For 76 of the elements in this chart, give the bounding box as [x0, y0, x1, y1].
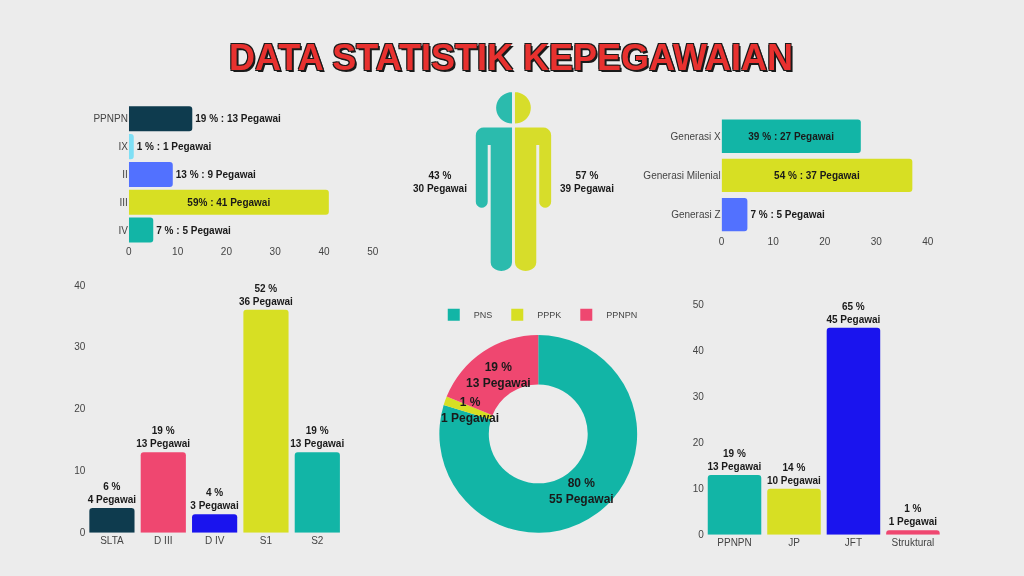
data-label: 13 % : 9 Pegawai: [175, 168, 257, 180]
x-tick-label: PPNPN: [717, 536, 752, 548]
x-tick-label: S1: [259, 534, 273, 546]
y-tick-label: III: [119, 196, 128, 208]
x-tick-label: JFT: [844, 536, 863, 548]
legend-label: PNS: [473, 310, 493, 321]
y-tick-label: PPNPN: [93, 113, 128, 125]
x-tick-label: 10: [172, 245, 184, 257]
data-label: 65 % 45 Pegawai: [826, 300, 881, 325]
bar: [128, 161, 173, 187]
data-label: 80 % 55 Pegawai: [549, 476, 614, 506]
x-tick-label: Struktural: [891, 536, 935, 548]
y-tick-label: Generasi Z: [671, 209, 721, 221]
bar: [721, 158, 913, 193]
bar: [767, 488, 821, 535]
y-tick-label: 30: [74, 341, 86, 353]
x-tick-label: D IV: [204, 534, 225, 546]
x-tick-label: S2: [311, 534, 324, 546]
data-label: 39 % : 27 Pegawai: [748, 130, 835, 142]
y-tick-label: 10: [74, 465, 86, 477]
data-label: 7 % : 5 Pegawai: [156, 224, 231, 236]
bar: [243, 309, 289, 533]
data-label: 14 % 10 Pegawai: [766, 461, 822, 486]
y-tick-label: 20: [74, 403, 86, 415]
x-tick-label: 20: [819, 236, 831, 248]
data-label: 19 % 13 Pegawai: [290, 425, 345, 450]
bar: [140, 452, 186, 533]
legend-label: PPPK: [537, 310, 562, 321]
legend-label: PPNPN: [606, 310, 638, 321]
data-label: 57 % 39 Pegawai: [560, 170, 615, 194]
data-label: 4 % 3 Pegawai: [190, 487, 239, 512]
bar: [89, 508, 135, 533]
bar: [128, 106, 193, 132]
bar: [707, 474, 762, 535]
data-label: 7 % : 5 Pegawai: [750, 209, 826, 221]
y-tick-label: 40: [692, 345, 705, 357]
x-tick-label: 40: [922, 236, 934, 248]
y-tick-label: 50: [692, 299, 705, 311]
y-tick-label: 10: [692, 483, 705, 495]
x-tick-label: D III: [154, 534, 173, 546]
donut-slice: [439, 335, 638, 533]
x-tick-label: JP: [788, 536, 801, 548]
y-tick-label: II: [122, 168, 128, 180]
y-tick-label: Generasi X: [670, 130, 721, 142]
x-tick-label: 20: [220, 245, 233, 257]
bar: [826, 327, 881, 535]
data-label: 1 % 1 Pegawai: [888, 503, 938, 528]
data-label: 1 % : 1 Pegawai: [136, 141, 212, 153]
bar: [192, 514, 238, 533]
x-tick-label: 30: [269, 245, 282, 257]
data-label: 19 % 13 Pegawai: [707, 447, 762, 472]
data-label: 19 % 13 Pegawai: [136, 425, 191, 450]
y-tick-label: IV: [118, 224, 129, 236]
data-label: 19 % : 13 Pegawai: [195, 113, 282, 125]
data-label: 59% : 41 Pegawai: [187, 196, 271, 208]
y-tick-label: IX: [118, 141, 129, 153]
x-tick-label: 50: [367, 245, 379, 257]
data-label: 54 % : 37 Pegawai: [774, 169, 860, 181]
bar: [128, 217, 154, 243]
y-tick-label: 40: [74, 279, 86, 291]
x-tick-label: SLTA: [100, 534, 125, 546]
y-tick-label: 30: [692, 391, 705, 403]
bar: [294, 452, 340, 533]
x-tick-label: 40: [318, 245, 330, 257]
data-label: 6 % 4 Pegawai: [87, 481, 137, 506]
y-tick-label: 20: [692, 437, 705, 449]
data-label: 52 % 36 Pegawai: [238, 282, 294, 307]
text: DATA STATISTIK KEPEGAWAIAN: [229, 37, 793, 78]
y-tick-label: Generasi Milenial: [643, 169, 721, 181]
data-label: 43 % 30 Pegawai: [413, 170, 468, 194]
x-tick-label: 30: [870, 236, 883, 248]
bar: [128, 134, 134, 160]
x-tick-label: 10: [767, 236, 780, 248]
bar: [721, 197, 748, 232]
data-label: 19 % 13 Pegawai: [466, 360, 531, 390]
bar: [128, 189, 329, 215]
